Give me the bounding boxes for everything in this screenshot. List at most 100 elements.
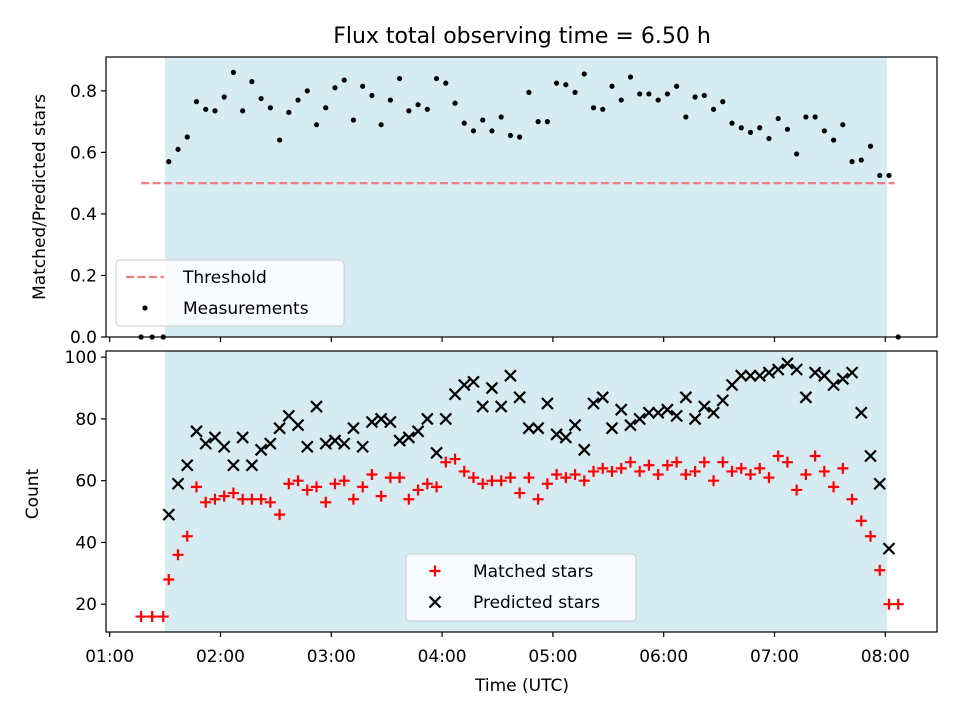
measurement-point xyxy=(526,89,532,95)
legend-box xyxy=(405,553,637,622)
measurement-point xyxy=(387,97,393,103)
measurement-point xyxy=(221,94,227,100)
predicted-stars-point xyxy=(688,412,702,426)
measurement-point xyxy=(397,75,403,82)
matched-stars-point xyxy=(717,456,729,468)
matched-stars-point xyxy=(855,515,867,527)
measurement-point xyxy=(886,172,892,179)
predicted-stars-point xyxy=(236,431,249,444)
y-tick-label: 20 xyxy=(75,595,97,615)
matched-stars-point xyxy=(431,481,443,493)
matched-stars-point xyxy=(357,481,369,493)
predicted-stars-point xyxy=(864,449,877,463)
matched-stars-point xyxy=(467,472,479,484)
predicted-stars-point xyxy=(578,443,591,457)
measurement-point xyxy=(784,126,791,132)
measurement-point xyxy=(775,115,781,122)
predicted-stars-point xyxy=(633,412,646,426)
predicted-stars-point xyxy=(781,357,794,370)
predicted-stars-point xyxy=(614,403,628,416)
measurement-point xyxy=(267,105,273,111)
predicted-stars-point xyxy=(282,409,296,423)
predicted-stars-point xyxy=(310,400,323,413)
measurement-point xyxy=(563,82,569,88)
matched-stars-point xyxy=(172,549,184,561)
predicted-stars-point xyxy=(707,406,720,420)
predicted-stars-point xyxy=(541,397,554,410)
matched-stars-point xyxy=(551,469,563,481)
measurement-point xyxy=(812,114,818,120)
predicted-stars-point xyxy=(199,437,212,450)
predicted-stars-point xyxy=(596,391,610,404)
matched-stars-point xyxy=(375,490,387,502)
matched-stars-point xyxy=(157,611,169,623)
measurement-point xyxy=(683,114,689,120)
predicted-stars-point xyxy=(513,391,526,404)
measurement-point xyxy=(443,80,449,86)
matched-stars-point xyxy=(200,496,212,508)
matched-stars-point xyxy=(643,459,655,471)
matched-stars-point xyxy=(181,530,193,542)
measurement-point xyxy=(323,105,329,111)
matched-stars-point xyxy=(569,469,581,481)
predicted-stars-point xyxy=(734,369,748,382)
matched-stars-point xyxy=(255,493,267,505)
x-tick-label: 01:00 xyxy=(85,647,134,667)
measurement-point xyxy=(489,128,495,134)
predicted-stars-point xyxy=(716,394,730,407)
legend-label: Predicted stars xyxy=(473,593,600,613)
measurement-point xyxy=(849,159,855,165)
matched-stars-point xyxy=(283,478,295,490)
measurement-point xyxy=(729,120,735,126)
predicted-stars-point xyxy=(873,477,887,491)
matched-stars-point xyxy=(366,469,378,481)
measurement-point xyxy=(803,114,809,120)
measurement-point xyxy=(867,143,874,149)
predicted-stars-point xyxy=(180,458,194,472)
predicted-stars-point xyxy=(254,443,268,457)
measurement-point xyxy=(258,95,264,102)
predicted-stars-point xyxy=(651,406,665,420)
measurement-point xyxy=(590,105,597,111)
predicted-stars-point xyxy=(291,418,305,432)
matched-stars-point xyxy=(726,465,738,477)
y-tick-label: 0.2 xyxy=(70,266,97,286)
predicted-stars-point xyxy=(679,391,693,404)
predicted-stars-point xyxy=(762,366,776,379)
predicted-stars-point xyxy=(818,369,831,382)
measurement-point xyxy=(212,108,218,114)
measurement-point xyxy=(877,172,883,179)
measurement-point xyxy=(341,77,347,83)
matched-stars-point xyxy=(837,462,849,474)
measurement-point xyxy=(821,128,827,134)
measurement-point xyxy=(655,97,661,103)
measurement-point xyxy=(240,108,246,114)
measurement-point xyxy=(406,108,412,114)
y-tick-label: 40 xyxy=(75,533,97,553)
x-tick-label: 03:00 xyxy=(307,647,356,667)
matched-stars-point xyxy=(135,611,147,623)
measurement-point xyxy=(858,157,864,163)
matched-stars-point xyxy=(292,475,304,487)
predicted-stars-point xyxy=(384,415,397,429)
measurement-point xyxy=(452,100,458,106)
measurement-point xyxy=(830,137,837,143)
y-tick-label: 0.0 xyxy=(70,328,97,348)
predicted-stars-point xyxy=(836,372,850,386)
measurement-point xyxy=(369,92,375,99)
matched-stars-point xyxy=(412,484,424,496)
predicted-stars-point xyxy=(808,366,822,379)
predicted-stars-point xyxy=(550,428,563,441)
predicted-stars-point xyxy=(845,366,859,379)
matched-stars-point xyxy=(781,456,793,468)
matched-stars-point xyxy=(146,611,158,623)
matched-stars-point xyxy=(190,481,202,493)
measurement-point xyxy=(553,80,560,86)
matched-stars-point xyxy=(708,475,720,487)
y-tick-label: 0.6 xyxy=(70,143,97,163)
matched-stars-point xyxy=(828,481,840,493)
axes-frame xyxy=(105,350,938,633)
matched-stars-point xyxy=(449,453,461,465)
matched-stars-point xyxy=(680,469,692,481)
predicted-stars-point xyxy=(190,425,203,438)
